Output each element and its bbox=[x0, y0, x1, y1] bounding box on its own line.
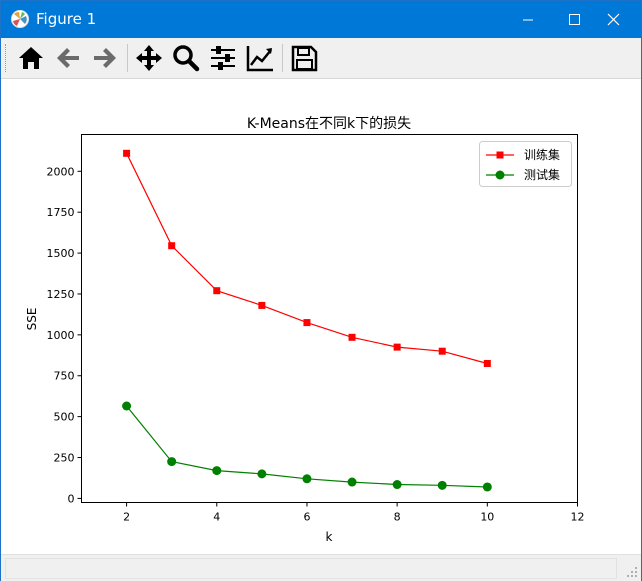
move-icon bbox=[136, 45, 162, 71]
legend-marker-square bbox=[496, 151, 504, 159]
arrow-left-icon bbox=[57, 48, 79, 68]
figure-canvas[interactable]: K-Means在不同k下的损失 0 250 500 750 1000 1250 1500 17… bbox=[1, 79, 641, 554]
toolbar-separator bbox=[127, 44, 128, 72]
magnifier-icon bbox=[173, 45, 200, 72]
status-bar bbox=[1, 554, 641, 581]
legend-label: 训练集 bbox=[524, 147, 560, 162]
data-point-square bbox=[348, 333, 356, 341]
data-point-square bbox=[393, 343, 401, 351]
data-point-square bbox=[258, 301, 266, 309]
legend-label: 测试集 bbox=[524, 167, 560, 182]
series-line-0 bbox=[126, 153, 488, 365]
minimize-button[interactable] bbox=[505, 1, 551, 38]
resize-grip-icon[interactable] bbox=[626, 566, 638, 578]
line-chart-icon bbox=[246, 46, 273, 72]
data-point-circle bbox=[257, 469, 267, 479]
data-point-square bbox=[213, 287, 221, 295]
toolbar-grip[interactable] bbox=[5, 44, 8, 72]
data-point-circle bbox=[212, 466, 222, 476]
home-button[interactable] bbox=[16, 43, 46, 73]
maximize-button[interactable] bbox=[551, 1, 597, 38]
y-tick-label: 500 bbox=[54, 411, 75, 424]
home-icon bbox=[19, 47, 43, 69]
x-tick-label: 10 bbox=[480, 511, 494, 524]
close-icon bbox=[607, 13, 620, 26]
x-tick-label: 6 bbox=[303, 511, 310, 524]
close-button[interactable] bbox=[595, 1, 641, 38]
navigation-toolbar bbox=[1, 38, 641, 79]
floppy-disk-icon bbox=[291, 45, 318, 72]
edit-axes-button[interactable] bbox=[245, 43, 275, 73]
zoom-button[interactable] bbox=[171, 43, 201, 73]
chart-title: K-Means在不同k下的损失 bbox=[247, 116, 411, 132]
title-bar[interactable]: Figure 1 bbox=[1, 1, 641, 38]
data-point-square bbox=[168, 242, 176, 250]
toolbar-separator bbox=[282, 44, 283, 72]
data-point-square bbox=[303, 319, 311, 327]
x-tick-label: 4 bbox=[213, 511, 220, 524]
y-tick-label: 1500 bbox=[47, 247, 75, 260]
maximize-icon bbox=[569, 14, 580, 25]
y-tick-label: 250 bbox=[54, 452, 75, 465]
data-point-square bbox=[438, 347, 446, 355]
data-point-square bbox=[123, 149, 131, 157]
back-button[interactable] bbox=[53, 43, 83, 73]
y-tick-label: 1250 bbox=[47, 288, 75, 301]
x-tick-label: 2 bbox=[123, 511, 130, 524]
kmeans-loss-chart: K-Means在不同k下的损失 0 250 500 750 1000 1250 1500 17… bbox=[25, 116, 585, 544]
y-axis-label: SSE bbox=[25, 308, 39, 331]
data-point-circle bbox=[167, 457, 177, 467]
x-tick-label: 12 bbox=[571, 511, 585, 524]
data-point-circle bbox=[302, 474, 312, 484]
data-point-circle bbox=[347, 477, 357, 487]
axes-frame bbox=[81, 134, 578, 503]
data-point-circle bbox=[392, 480, 402, 490]
x-axis-label: k bbox=[326, 530, 333, 544]
data-point-circle bbox=[482, 482, 492, 492]
minimize-icon bbox=[523, 19, 533, 21]
data-point-circle bbox=[437, 480, 447, 490]
subplots-button[interactable] bbox=[208, 43, 238, 73]
y-tick-label: 0 bbox=[68, 492, 75, 505]
status-message bbox=[5, 558, 617, 579]
y-tick-label: 2000 bbox=[47, 165, 75, 178]
legend-marker-circle bbox=[495, 170, 505, 180]
y-tick-label: 1750 bbox=[47, 206, 75, 219]
matplotlib-logo-icon bbox=[11, 10, 29, 28]
window-title: Figure 1 bbox=[36, 10, 97, 28]
save-button[interactable] bbox=[289, 43, 319, 73]
forward-button[interactable] bbox=[90, 43, 120, 73]
data-point-circle bbox=[122, 401, 132, 411]
y-tick-label: 1000 bbox=[47, 329, 75, 342]
x-tick-label: 8 bbox=[394, 511, 401, 524]
sliders-icon bbox=[211, 46, 235, 70]
data-point-square bbox=[483, 359, 491, 367]
pan-button[interactable] bbox=[134, 43, 164, 73]
arrow-right-icon bbox=[94, 48, 116, 68]
y-tick-label: 750 bbox=[54, 370, 75, 383]
